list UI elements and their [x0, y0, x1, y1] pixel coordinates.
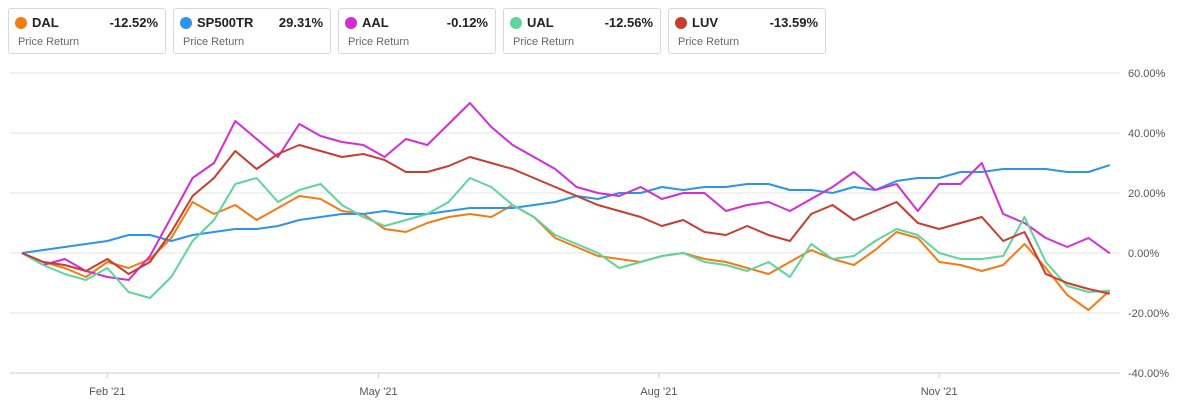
aal-dot-icon — [345, 17, 357, 29]
legend-sublabel: Price Return — [18, 36, 80, 48]
x-tick-label: Feb '21 — [89, 386, 125, 398]
y-tick-label: 0.00% — [1128, 248, 1159, 260]
series-line-ual — [21, 177, 1110, 299]
plot-area — [21, 102, 1111, 311]
legend-change: 29.31% — [278, 15, 323, 30]
legend-ticker: AAL — [362, 15, 389, 30]
dal-dot-icon — [15, 17, 27, 29]
x-axis: Feb '21 May '21 Aug '21 Nov '21 — [89, 373, 958, 398]
legend-sublabel: Price Return — [513, 36, 575, 48]
legend-sublabel: Price Return — [183, 36, 245, 48]
legend-ticker: DAL — [32, 15, 59, 30]
legend-ticker: UAL — [527, 15, 554, 30]
series-line-luv — [21, 144, 1111, 295]
legend-change: -13.59% — [769, 15, 818, 30]
series-line-dal — [21, 195, 1111, 311]
legend-card-aal[interactable]: AAL -0.12% Price Return — [338, 8, 496, 54]
legend-ticker: SP500TR — [197, 15, 254, 30]
legend-sublabel: Price Return — [348, 36, 410, 48]
series-line-sp500tr — [21, 164, 1111, 254]
grid — [10, 72, 1120, 374]
x-tick-label: May '21 — [359, 386, 397, 398]
legend-card-ual[interactable]: UAL -12.56% Price Return — [503, 8, 661, 54]
y-axis: 60.00% 40.00% 20.00% 0.00% -20.00% -40.00% — [1128, 68, 1169, 380]
legend-card-dal[interactable]: DAL -12.52% Price Return — [8, 8, 166, 54]
legend-card-sp500tr[interactable]: SP500TR 29.31% Price Return — [173, 8, 331, 54]
x-tick-label: Nov '21 — [921, 386, 958, 398]
ual-dot-icon — [510, 17, 522, 29]
legend-change: -0.12% — [446, 15, 488, 30]
x-tick-label: Aug '21 — [640, 386, 677, 398]
luv-dot-icon — [675, 17, 687, 29]
legend-card-luv[interactable]: LUV -13.59% Price Return — [668, 8, 826, 54]
legend: DAL -12.52% Price Return SP500TR 29.31% … — [8, 8, 826, 54]
sp500tr-dot-icon — [180, 17, 192, 29]
y-tick-label: -40.00% — [1128, 368, 1169, 380]
series-line-aal — [21, 102, 1111, 281]
y-tick-label: 40.00% — [1128, 128, 1166, 140]
y-tick-label: -20.00% — [1128, 308, 1169, 320]
legend-change: -12.52% — [109, 15, 158, 30]
y-tick-label: 20.00% — [1128, 188, 1166, 200]
y-tick-label: 60.00% — [1128, 68, 1166, 80]
legend-ticker: LUV — [692, 15, 718, 30]
legend-change: -12.56% — [604, 15, 653, 30]
legend-sublabel: Price Return — [678, 36, 740, 48]
